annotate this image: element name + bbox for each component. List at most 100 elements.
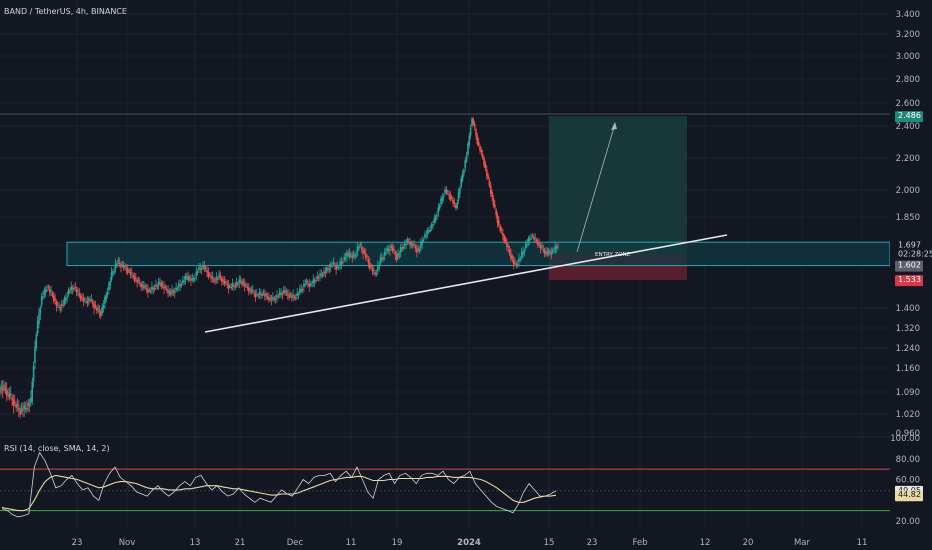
candle-body <box>409 242 411 246</box>
candle-body <box>555 246 558 249</box>
candle-body <box>5 390 8 396</box>
candle-body <box>133 276 136 281</box>
candle-body <box>268 297 270 301</box>
candle-body <box>323 271 325 274</box>
candle-body <box>371 268 374 272</box>
candle-body <box>522 251 524 255</box>
candle-body <box>346 252 348 257</box>
candle-body <box>366 256 368 258</box>
candle-body <box>246 287 249 289</box>
candle-body <box>320 274 323 276</box>
candle-body <box>534 237 536 239</box>
candle-body <box>212 279 215 281</box>
candle-body <box>433 218 436 224</box>
candle-body <box>417 249 419 251</box>
candle-body <box>402 247 405 249</box>
candle-body <box>11 397 13 400</box>
rsi-ma-badge-text: 44.82 <box>898 490 921 499</box>
candle-body <box>52 295 55 302</box>
candle-body <box>445 190 448 193</box>
zone-price-badge <box>895 260 923 272</box>
candle-body <box>36 320 39 333</box>
candle-body <box>112 271 114 275</box>
candle-body <box>175 287 177 291</box>
candle-body <box>168 290 171 292</box>
candle-body <box>414 246 417 249</box>
candle-body <box>331 265 333 267</box>
candle-body <box>233 285 235 287</box>
candle-body <box>362 249 364 254</box>
candle-body <box>422 239 425 241</box>
candle-body <box>424 234 426 238</box>
candle-body <box>461 174 464 181</box>
candle-body <box>325 267 328 272</box>
price-tick-label: 1.090 <box>896 388 920 398</box>
candle-body <box>463 169 465 174</box>
price-tick-label: 1.320 <box>896 324 920 334</box>
candle-body <box>223 281 226 285</box>
candle-body <box>382 257 385 259</box>
candle-body <box>104 297 106 304</box>
candle-body <box>184 275 187 280</box>
time-tick-label: Nov <box>119 538 136 548</box>
rsi-line <box>1 451 557 518</box>
candle-body <box>407 241 410 243</box>
candle-body <box>260 293 262 295</box>
candle-body <box>239 280 242 282</box>
candle-body <box>459 187 461 194</box>
candle-body <box>100 311 102 316</box>
candle-body <box>47 287 50 288</box>
target-zone <box>549 116 687 254</box>
candle-body <box>20 408 23 411</box>
price-candles <box>0 117 559 419</box>
candle-body <box>180 284 183 286</box>
candle-body <box>335 266 337 270</box>
price-tick-label: 2.400 <box>896 122 920 132</box>
candle-body <box>217 278 219 280</box>
candle-body <box>520 251 523 258</box>
rsi-tick-label: 80.00 <box>896 455 920 465</box>
candle-body <box>81 296 83 298</box>
candle-body <box>145 288 148 290</box>
candle-body <box>299 288 301 293</box>
candle-body <box>514 262 516 264</box>
candle-body <box>22 410 24 412</box>
candle-body <box>278 291 281 296</box>
candle-body <box>176 288 179 290</box>
zone-price-badge-text: 1.602 <box>898 261 921 270</box>
price-tick-label: 1.020 <box>896 410 920 420</box>
candle-body <box>354 254 356 258</box>
candle-body <box>372 269 375 271</box>
candle-body <box>285 290 288 293</box>
candle-body <box>348 253 351 257</box>
candle-body <box>553 250 555 252</box>
candle-body <box>230 287 233 288</box>
candle-body <box>315 280 317 282</box>
candle-body <box>78 293 81 296</box>
candle-body <box>235 282 238 285</box>
candle-body <box>86 301 89 304</box>
candle-body <box>543 250 546 254</box>
candle-body <box>132 274 134 277</box>
candle-body <box>62 304 64 306</box>
candle-body <box>59 306 62 309</box>
candle-body <box>418 248 421 252</box>
candle-body <box>8 393 11 398</box>
candle-body <box>491 191 493 198</box>
candle-body <box>535 239 538 242</box>
candle-body <box>0 386 3 389</box>
candle-body <box>121 264 124 266</box>
candle-body <box>375 273 378 275</box>
candle-body <box>473 123 476 128</box>
candle-body <box>225 281 227 283</box>
rsi-ma-badge <box>895 490 923 502</box>
candle-body <box>269 297 272 299</box>
candle-body <box>208 274 211 276</box>
candle-body <box>526 243 528 245</box>
candle-body <box>483 158 485 166</box>
last-price-badge-text: 02:28:25 <box>898 250 932 259</box>
candle-body <box>492 198 495 206</box>
candle-body <box>199 268 202 270</box>
candle-body <box>296 293 298 296</box>
